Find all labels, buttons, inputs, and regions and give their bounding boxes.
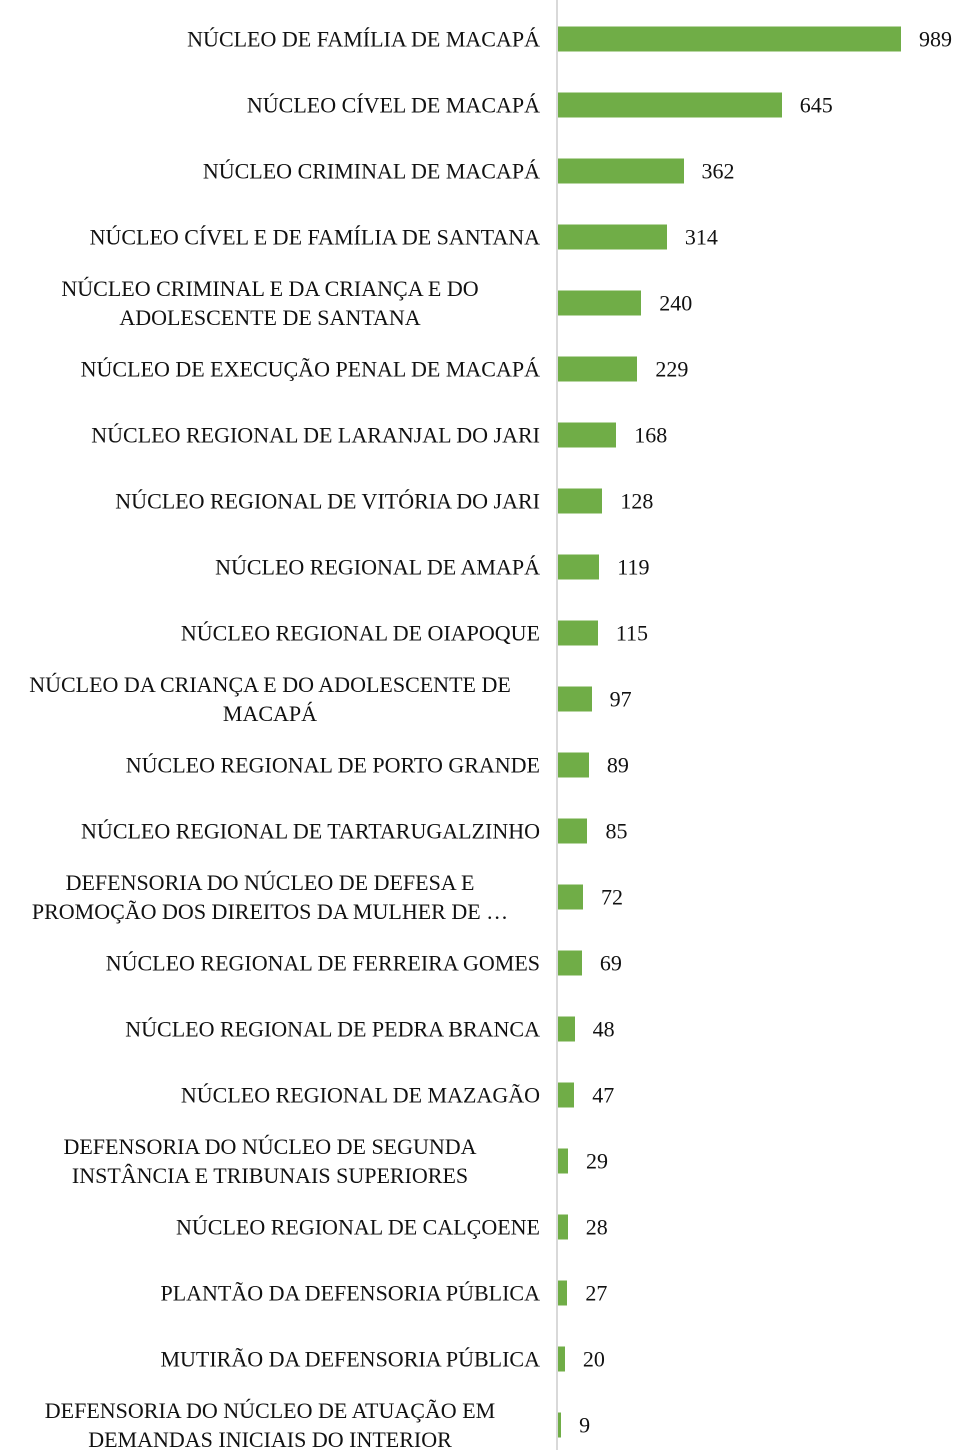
value-label: 229 <box>655 356 689 382</box>
value-label: 97 <box>609 686 632 712</box>
category-label: NÚCLEO DE FAMÍLIA DE MACAPÁ <box>187 26 540 52</box>
value-label: 9 <box>579 1412 591 1438</box>
value-label: 989 <box>919 26 952 52</box>
bar <box>558 818 588 844</box>
category-label: NÚCLEO CÍVEL E DE FAMÍLIA DE SANTANA <box>89 224 540 250</box>
bar <box>558 1082 575 1108</box>
value-label: 27 <box>585 1280 608 1306</box>
category-label: NÚCLEO REGIONAL DE PORTO GRANDE <box>125 752 540 778</box>
value-label: 72 <box>600 884 623 910</box>
bar <box>558 158 684 184</box>
category-label: NÚCLEO REGIONAL DE FERREIRA GOMES <box>105 950 540 976</box>
category-label: NÚCLEO REGIONAL DE VITÓRIA DO JARI <box>115 488 540 514</box>
bar <box>558 950 582 976</box>
category-label: NÚCLEO DE EXECUÇÃO PENAL DE MACAPÁ <box>80 356 540 382</box>
value-label: 29 <box>586 1148 609 1174</box>
category-label: NÚCLEO CRIMINAL E DA CRIANÇA E DO ADOLES… <box>61 276 479 330</box>
value-label: 48 <box>592 1016 615 1042</box>
value-label: 128 <box>620 488 654 514</box>
category-label: NÚCLEO REGIONAL DE PEDRA BRANCA <box>125 1016 540 1042</box>
bar <box>558 356 638 382</box>
value-label: 168 <box>634 422 668 448</box>
value-label: 362 <box>701 158 735 184</box>
bar <box>558 1412 562 1438</box>
bar <box>558 1214 568 1240</box>
bar <box>558 1280 568 1306</box>
value-label: 645 <box>799 92 833 118</box>
bar <box>558 1148 569 1174</box>
value-label: 240 <box>659 290 693 316</box>
value-label: 115 <box>615 620 649 646</box>
bar <box>558 26 901 52</box>
axis-line <box>556 0 558 1450</box>
category-label: NÚCLEO DA CRIANÇA E DO ADOLESCENTE DE MA… <box>29 672 511 726</box>
bar <box>558 884 583 910</box>
bar <box>558 752 589 778</box>
category-label: NÚCLEO REGIONAL DE LARANJAL DO JARI <box>91 422 540 448</box>
value-label: 69 <box>599 950 622 976</box>
bar <box>558 422 617 448</box>
category-label: NÚCLEO REGIONAL DE AMAPÁ <box>215 554 540 580</box>
category-label: NÚCLEO REGIONAL DE CALÇOENE <box>176 1214 540 1240</box>
bar <box>558 92 782 118</box>
category-label: NÚCLEO CRIMINAL DE MACAPÁ <box>202 158 540 184</box>
value-label: 89 <box>606 752 629 778</box>
value-label: 314 <box>684 224 718 250</box>
category-label: NÚCLEO REGIONAL DE TARTARUGALZINHO <box>81 818 540 844</box>
bar <box>558 554 600 580</box>
bar <box>558 1016 575 1042</box>
category-label: NÚCLEO REGIONAL DE OIAPOQUE <box>180 620 540 646</box>
category-label: NÚCLEO REGIONAL DE MAZAGÃO <box>180 1082 540 1108</box>
category-label: DEFENSORIA DO NÚCLEO DE ATUAÇÃO EM DEMAN… <box>44 1398 496 1452</box>
value-label: 47 <box>592 1082 615 1108</box>
value-label: 85 <box>605 818 628 844</box>
bar <box>558 224 667 250</box>
category-label: DEFENSORIA DO NÚCLEO DE DEFESA E PROMOÇÃ… <box>31 870 509 924</box>
bar <box>558 620 598 646</box>
category-label: PLANTÃO DA DEFENSORIA PÚBLICA <box>160 1280 540 1306</box>
category-label: DEFENSORIA DO NÚCLEO DE SEGUNDA INSTÂNCI… <box>63 1134 477 1188</box>
category-label: MUTIRÃO DA DEFENSORIA PÚBLICA <box>160 1346 540 1372</box>
bar <box>558 1346 565 1372</box>
value-label: 28 <box>585 1214 608 1240</box>
value-label: 119 <box>617 554 650 580</box>
category-label: NÚCLEO CÍVEL DE MACAPÁ <box>246 92 540 118</box>
bar <box>558 488 603 514</box>
value-label: 20 <box>582 1346 605 1372</box>
bar <box>558 290 642 316</box>
bar <box>558 686 592 712</box>
